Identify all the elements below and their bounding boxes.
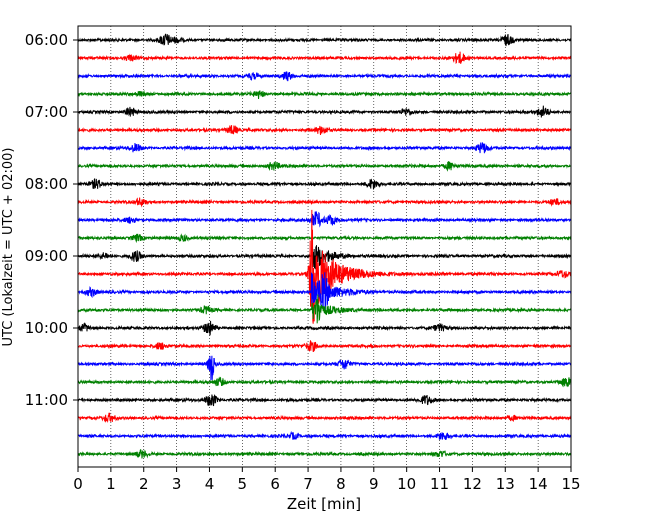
x-tick-label-9: 9 bbox=[369, 475, 379, 493]
trace-0700 bbox=[77, 105, 572, 118]
y-tick-label-1100: 11:00 bbox=[25, 391, 68, 409]
trace-0815 bbox=[77, 197, 572, 208]
x-tick-label-7: 7 bbox=[303, 475, 313, 493]
x-tick-label-6: 6 bbox=[270, 475, 280, 493]
x-tick-label-10: 10 bbox=[397, 475, 416, 493]
axis-ticks: 0 1 2 3 4 5 6 7 8 9 10 11 12 13 14 1506:0007:0008:0009:… bbox=[25, 31, 581, 493]
trace-0845 bbox=[77, 233, 572, 244]
x-tick-label-0: 0 bbox=[73, 475, 83, 493]
trace-0645 bbox=[77, 89, 572, 100]
seismogram-traces bbox=[77, 33, 572, 459]
x-tick-label-3: 3 bbox=[172, 475, 182, 493]
trace-0630 bbox=[77, 71, 572, 82]
trace-0615 bbox=[77, 51, 572, 64]
x-tick-label-14: 14 bbox=[529, 475, 548, 493]
trace-1100 bbox=[77, 394, 572, 407]
trace-0930 bbox=[77, 272, 572, 314]
trace-0745 bbox=[77, 160, 572, 172]
trace-0730 bbox=[77, 142, 572, 154]
y-tick-label-0900: 09:00 bbox=[25, 247, 68, 265]
trace-1130 bbox=[77, 430, 572, 440]
trace-1015 bbox=[77, 340, 572, 353]
x-tick-label-11: 11 bbox=[430, 475, 449, 493]
x-tick-label-4: 4 bbox=[205, 475, 215, 493]
x-tick-label-8: 8 bbox=[336, 475, 346, 493]
trace-1145 bbox=[77, 449, 572, 459]
trace-1045 bbox=[77, 376, 572, 388]
trace-0900 bbox=[77, 242, 572, 270]
trace-1115 bbox=[77, 412, 572, 423]
plot-frame bbox=[77, 25, 572, 468]
trace-0715 bbox=[77, 125, 572, 135]
x-tick-label-5: 5 bbox=[238, 475, 248, 493]
x-tick-label-15: 15 bbox=[561, 475, 580, 493]
trace-0945 bbox=[77, 294, 572, 324]
y-axis-title: UTC (Lokalzeit = UTC + 02:00) bbox=[1, 148, 16, 347]
x-axis-title: Zeit [min] bbox=[287, 495, 361, 513]
x-tick-label-1: 1 bbox=[106, 475, 116, 493]
x-tick-label-13: 13 bbox=[496, 475, 515, 493]
trace-1030 bbox=[77, 355, 572, 381]
x-tick-label-2: 2 bbox=[139, 475, 149, 493]
y-tick-label-1000: 10:00 bbox=[25, 319, 68, 337]
trace-0830 bbox=[77, 211, 572, 228]
y-tick-label-0600: 06:00 bbox=[25, 31, 68, 49]
x-tick-label-12: 12 bbox=[463, 475, 482, 493]
trace-0800 bbox=[77, 178, 572, 190]
y-tick-label-0700: 07:00 bbox=[25, 103, 68, 121]
trace-0600 bbox=[77, 33, 572, 47]
y-tick-label-0800: 08:00 bbox=[25, 175, 68, 193]
trace-1000 bbox=[77, 320, 572, 336]
